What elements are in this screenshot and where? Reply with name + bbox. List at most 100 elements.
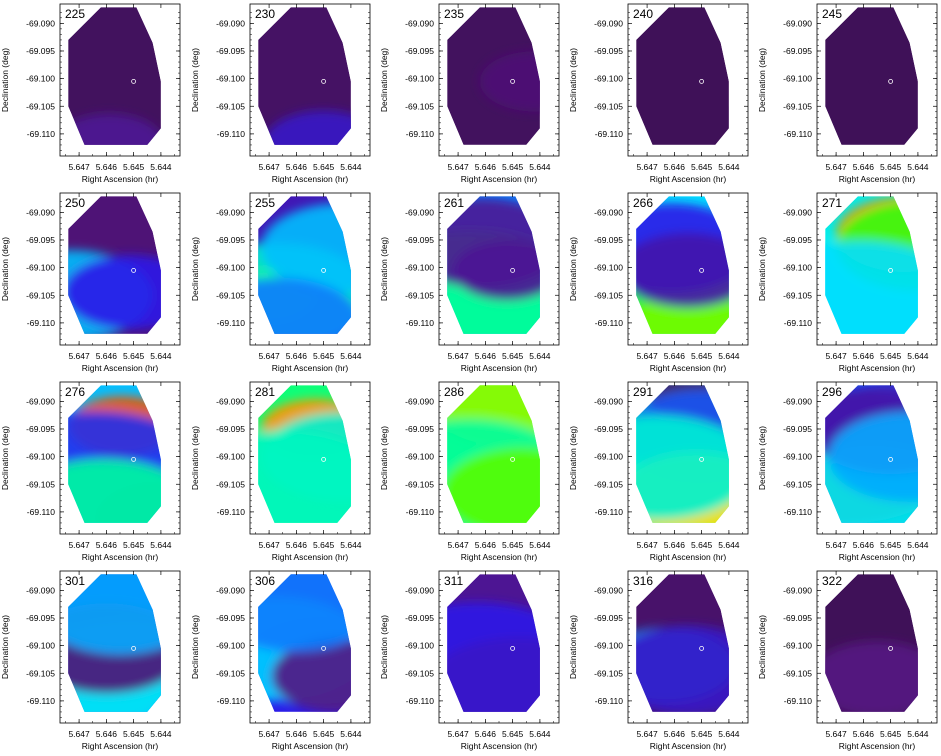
y-tick-label: -69.095 xyxy=(26,613,55,623)
y-tick-label: -69.100 xyxy=(594,452,623,462)
y-axis-label: Declination (deg) xyxy=(757,237,767,301)
panel-label: 281 xyxy=(255,385,275,399)
x-tick-label: 5.646 xyxy=(286,162,308,172)
marker-circle xyxy=(131,646,137,651)
y-tick-label: -69.095 xyxy=(216,613,245,623)
marker-circle xyxy=(699,79,704,84)
panel-label: 230 xyxy=(255,7,275,21)
marker-circle xyxy=(888,267,893,273)
x-tick-label: 5.644 xyxy=(150,162,172,172)
y-tick-label: -69.095 xyxy=(216,235,245,245)
y-axis-label: Declination (deg) xyxy=(190,237,200,301)
x-tick-label: 5.647 xyxy=(258,351,280,361)
marker-circle xyxy=(131,456,137,462)
y-tick-label: -69.100 xyxy=(216,74,245,84)
y-tick-label: -69.095 xyxy=(216,424,245,434)
x-axis-label: Right Ascension (hr) xyxy=(650,552,727,562)
map-feature xyxy=(260,203,351,294)
panel-286: -69.090 -69.095 -69.100 -69.105 -69.110 5.647… xyxy=(379,381,560,562)
x-tick-label: 5.644 xyxy=(150,729,172,739)
marker-circle xyxy=(321,267,327,273)
x-axis-label: Right Ascension (hr) xyxy=(272,552,349,562)
panel-label: 235 xyxy=(444,7,464,21)
panel-map-276 xyxy=(68,385,161,523)
y-tick-label: -69.095 xyxy=(405,235,434,245)
y-tick-label: -69.105 xyxy=(216,101,245,111)
y-tick-label: -69.100 xyxy=(594,263,623,273)
x-tick-label: 5.646 xyxy=(96,351,118,361)
x-tick-label: 5.644 xyxy=(907,729,929,739)
x-tick-label: 5.645 xyxy=(123,540,145,550)
map-feature xyxy=(258,574,351,652)
y-tick-label: -69.100 xyxy=(405,452,434,462)
y-tick-label: -69.100 xyxy=(26,452,55,462)
panel-label: 245 xyxy=(822,7,842,21)
y-axis-label: Declination (deg) xyxy=(757,615,767,679)
y-tick-label: -69.100 xyxy=(594,74,623,84)
x-axis-label: Right Ascension (hr) xyxy=(461,174,538,184)
x-tick-label: 5.644 xyxy=(340,729,362,739)
panel-map-311 xyxy=(447,574,540,712)
feature-group xyxy=(447,385,540,523)
x-tick-label: 5.644 xyxy=(718,162,740,172)
y-tick-label: -69.090 xyxy=(216,207,245,217)
panel-map-235 xyxy=(447,7,540,145)
x-tick-label: 5.647 xyxy=(447,162,469,172)
y-tick-label: -69.095 xyxy=(783,424,812,434)
y-tick-label: -69.105 xyxy=(594,290,623,300)
panel-281: -69.090 -69.095 -69.100 -69.105 -69.110 5.647… xyxy=(190,381,371,562)
marker-circle xyxy=(888,79,893,84)
y-tick-label: -69.100 xyxy=(26,263,55,273)
map-feature xyxy=(258,277,351,334)
feature-group xyxy=(636,385,729,523)
panel-306: -69.090 -69.095 -69.100 -69.105 -69.110 5.647… xyxy=(190,570,371,751)
y-tick-label: -69.105 xyxy=(405,101,434,111)
map-feature xyxy=(636,415,729,521)
y-tick-label: -69.090 xyxy=(783,396,812,406)
y-tick-label: -69.090 xyxy=(783,207,812,217)
x-axis-label: Right Ascension (hr) xyxy=(82,174,159,184)
y-tick-label: -69.110 xyxy=(784,696,812,706)
marker-circle xyxy=(321,456,327,462)
y-tick-label: -69.110 xyxy=(406,129,434,139)
marker-circle xyxy=(888,456,893,462)
y-axis-label: Declination (deg) xyxy=(757,48,767,112)
y-axis-label: Declination (deg) xyxy=(190,426,200,490)
map-feature xyxy=(447,637,540,712)
marker-circle xyxy=(510,456,515,462)
map-feature xyxy=(68,574,161,655)
panel-301: -69.090 -69.095 -69.100 -69.105 -69.110 5.647… xyxy=(0,570,181,751)
y-tick-label: -69.095 xyxy=(594,424,623,434)
y-axis-label: Declination (deg) xyxy=(568,426,578,490)
x-tick-label: 5.645 xyxy=(313,162,335,172)
map-feature xyxy=(480,51,540,112)
x-axis-label: Right Ascension (hr) xyxy=(272,363,349,373)
panel-230: -69.090 -69.095 -69.100 -69.105 -69.110 5.647… xyxy=(190,3,371,184)
map-region xyxy=(636,7,729,145)
y-tick-label: -69.090 xyxy=(405,585,434,595)
y-tick-label: -69.100 xyxy=(216,641,245,651)
panel-296: -69.090 -69.095 -69.100 -69.105 -69.110 5.647… xyxy=(757,381,938,562)
feature-group xyxy=(447,602,540,712)
y-tick-label: -69.105 xyxy=(216,479,245,489)
y-tick-label: -69.105 xyxy=(405,290,434,300)
panel-225: -69.090 -69.095 -69.100 -69.105 -69.110 5.647… xyxy=(0,3,181,184)
y-tick-label: -69.090 xyxy=(594,585,623,595)
x-tick-label: 5.644 xyxy=(150,540,172,550)
panel-label: 286 xyxy=(444,385,464,399)
feature-group xyxy=(480,51,540,112)
y-tick-label: -69.100 xyxy=(405,641,434,651)
y-tick-label: -69.090 xyxy=(783,585,812,595)
marker-circle xyxy=(510,267,515,273)
x-axis-label: Right Ascension (hr) xyxy=(272,741,349,751)
y-tick-label: -69.105 xyxy=(26,290,55,300)
map-region xyxy=(258,7,351,145)
y-tick-label: -69.110 xyxy=(595,507,623,517)
y-tick-label: -69.090 xyxy=(594,396,623,406)
y-tick-label: -69.110 xyxy=(27,318,55,328)
panel-map-230 xyxy=(258,7,351,145)
y-tick-label: -69.110 xyxy=(217,129,245,139)
y-tick-label: -69.100 xyxy=(216,452,245,462)
y-tick-label: -69.090 xyxy=(594,207,623,217)
panel-245: -69.090 -69.095 -69.100 -69.105 -69.110 5.647… xyxy=(757,3,938,184)
